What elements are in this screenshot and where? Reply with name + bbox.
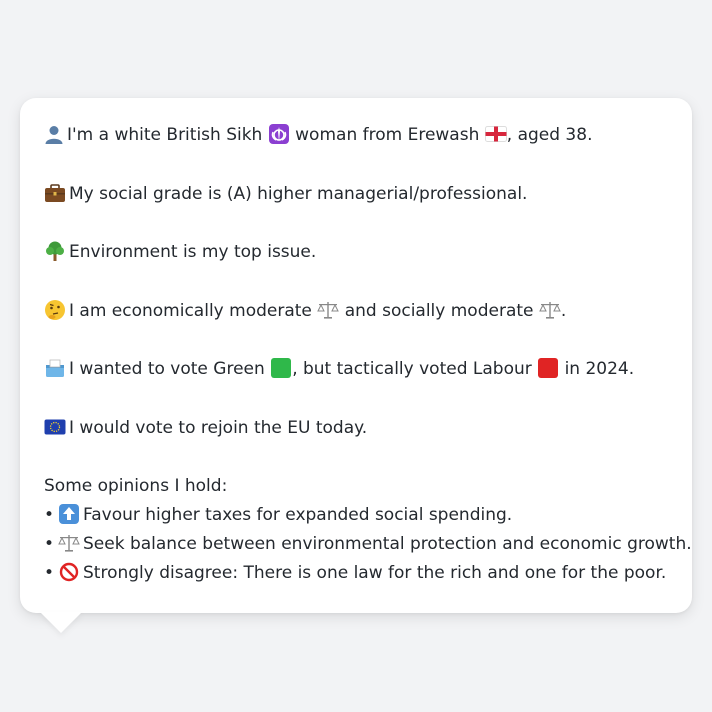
up-arrow-icon [59,504,79,524]
eu-flag-icon [44,419,66,434]
khanda-icon [268,124,289,144]
opinion-text: Seek balance between environmental prote… [83,534,692,554]
england-flag-icon [484,126,507,142]
ideology-text-2: and socially moderate [344,300,534,321]
top-issue-text: Environment is my top issue. [69,242,317,262]
opinion-item: • Seek balance between environmental pro… [44,530,692,559]
opinion-item: • Favour higher taxes for expanded socia… [44,501,668,530]
green-square-icon [271,358,292,378]
opinion-text: Strongly disagree: There is one law for … [83,563,667,583]
opinions-heading: Some opinions I hold: [44,476,228,496]
ideology-text-3: . [560,300,567,321]
identity-text-3: , aged 38. [506,125,593,145]
eu-line: I would vote to rejoin the EU today. [44,414,668,443]
prohibited-icon [59,562,79,582]
top-issue-line: Environment is my top issue. [44,238,668,267]
scales-icon [539,301,561,319]
bullet: • [44,505,55,525]
persona-card: I'm a white British Sikh woman from Erew… [20,98,692,613]
scales-icon [317,301,340,319]
thinking-face-icon [45,299,65,320]
social-grade-text: My social grade is (A) higher managerial… [69,183,528,204]
social-grade-line: My social grade is (A) higher managerial… [44,180,668,209]
opinion-item: • Strongly disagree: There is one law fo… [44,559,668,588]
ideology-text-1: I am economically moderate [69,300,312,321]
speech-bubble-tail [40,612,82,633]
ballot-box-icon [46,359,64,377]
bullet: • [44,534,55,554]
opinion-text: Favour higher taxes for expanded social … [83,505,513,525]
vote-text-3: in 2024. [564,359,635,379]
eu-text: I would vote to rejoin the EU today. [69,417,368,438]
person-icon [45,126,63,144]
vote-line: I wanted to vote Green , but tactically … [44,355,668,384]
ideology-line: I am economically moderate and socially … [44,297,668,326]
vote-text-1: I wanted to vote Green [69,359,265,379]
bullet: • [44,563,55,583]
tree-icon [46,241,64,261]
identity-text-2: woman from Erewash [295,125,480,145]
vote-text-2: , but tactically voted Labour [292,359,532,379]
identity-line: I'm a white British Sikh woman from Erew… [44,121,668,150]
identity-text-1: I'm a white British Sikh [67,125,263,145]
red-square-icon [538,358,559,378]
scales-icon [58,535,80,552]
briefcase-icon [45,183,65,202]
